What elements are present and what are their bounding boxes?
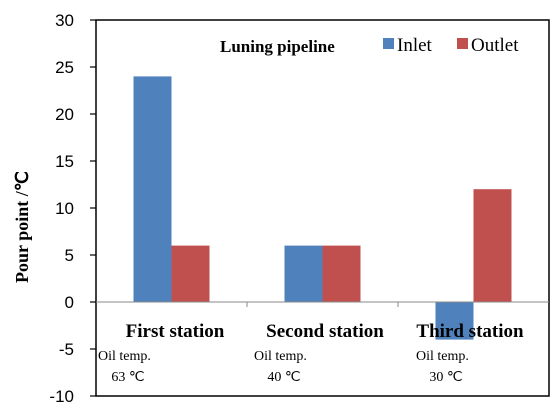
category-label-1: First station: [126, 321, 225, 342]
legend-swatch-inlet: [383, 38, 394, 49]
oil-temp-annotation-1: Oil temp.: [98, 349, 151, 364]
y-tick-label: -5: [59, 340, 74, 359]
oil-temp-annotation-3: Oil temp.: [416, 349, 469, 364]
legend: Luning pipeline Inlet Outlet: [220, 35, 519, 56]
bar-outlet-2: [322, 245, 361, 302]
y-tick-label: -10: [49, 387, 74, 403]
bar-inlet-2: [284, 245, 323, 302]
legend-entry-outlet: Outlet: [471, 35, 519, 56]
oil-temp-value-1: 63 ℃: [111, 370, 144, 385]
category-labels: First station Oil temp. 63 ℃ Second station…: [98, 321, 524, 385]
bar-outlet-3: [473, 189, 512, 302]
bar-outlet-1: [171, 245, 210, 302]
oil-temp-annotation-2: Oil temp.: [254, 349, 307, 364]
bar-inlet-3: [435, 302, 474, 340]
y-axis-label: Pour point /℃: [12, 171, 32, 283]
oil-temp-value-3: 30 ℃: [429, 370, 462, 385]
legend-swatch-outlet: [457, 38, 468, 49]
y-tick-label: 15: [55, 152, 74, 171]
oil-temp-value-2: 40 ℃: [267, 370, 300, 385]
y-tick-label: 10: [55, 199, 74, 218]
bar-inlet-1: [133, 76, 172, 303]
bar-layer: [133, 76, 512, 340]
y-tick-label: 0: [65, 293, 74, 312]
legend-title: Luning pipeline: [220, 37, 335, 56]
y-tick-label: 20: [55, 105, 74, 124]
y-tick-label: 30: [55, 11, 74, 30]
y-tick-label: 25: [55, 58, 74, 77]
category-label-2: Second station: [266, 321, 384, 342]
legend-entry-inlet: Inlet: [397, 35, 433, 56]
category-label-3: Third station: [416, 321, 524, 342]
y-tick-label: 5: [65, 246, 74, 265]
axis-layer: -10 -5 0 5 10 15 20 25 30: [49, 11, 549, 403]
